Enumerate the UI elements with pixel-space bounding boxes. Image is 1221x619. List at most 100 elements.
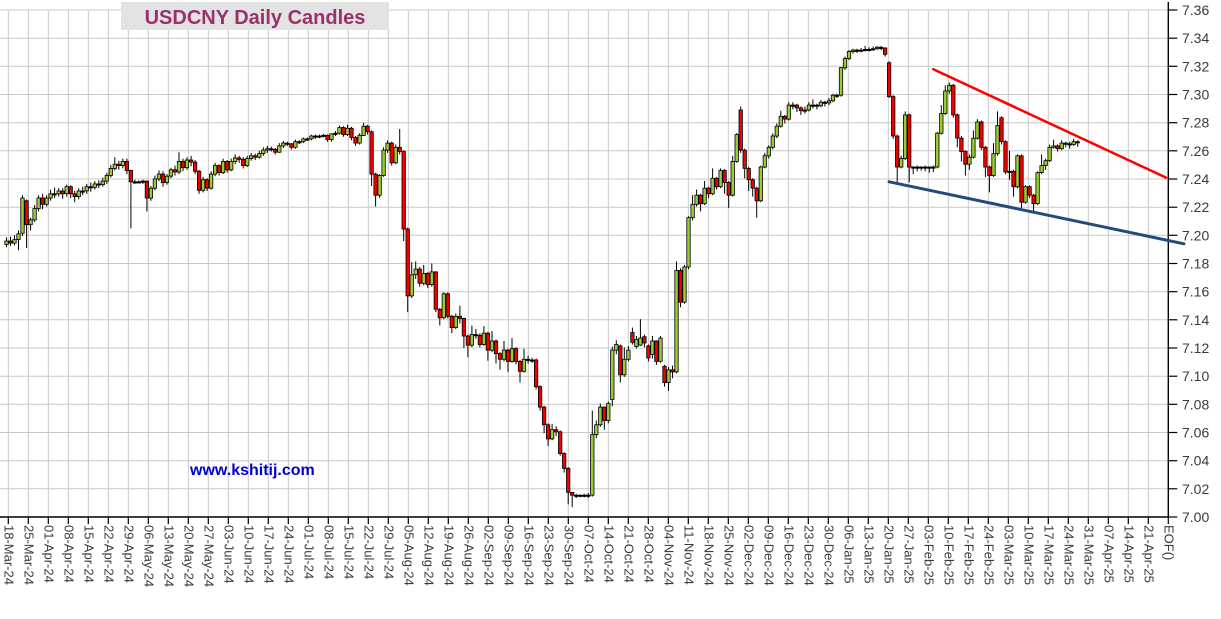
date-axis-label: 17-Feb-25	[961, 525, 976, 585]
candle-body-up	[830, 94, 836, 102]
candle-body-down	[417, 268, 422, 284]
candle-body-up	[758, 166, 763, 202]
date-axis-label: 07-Apr-25	[1101, 525, 1116, 583]
date-axis-label: 06-May-24	[141, 525, 156, 587]
candle-body-up	[734, 134, 739, 162]
date-axis-label: 24-Mar-25	[1061, 525, 1076, 585]
date-axis-label: 03-Jun-24	[221, 525, 236, 584]
candle-body-down	[822, 101, 828, 104]
candle-body-up	[802, 109, 808, 112]
candle-body-up	[28, 219, 33, 226]
candle-body-down	[1067, 143, 1072, 146]
date-axis-label: 03-Mar-25	[1001, 525, 1016, 585]
candle-body-down	[963, 151, 968, 165]
candle-body-down	[96, 183, 101, 186]
chart-title-block: USDCNY Daily Candles	[121, 2, 389, 30]
date-axis-label: 22-Apr-24	[101, 525, 116, 583]
candle-body-down	[325, 134, 330, 140]
candle-body-down	[425, 272, 430, 286]
candle-body-down	[473, 334, 479, 337]
candle-body-down	[341, 127, 346, 135]
candle-body-down	[578, 494, 583, 497]
candle-body-up	[666, 369, 671, 383]
candle-body-down	[955, 114, 960, 139]
candle-body-down	[630, 332, 635, 343]
candle-body-up	[1051, 145, 1056, 148]
candle-body-up	[333, 132, 338, 135]
candle-body-up	[867, 49, 872, 52]
candle-body-up	[377, 175, 382, 196]
candle-body-down	[646, 345, 651, 359]
date-axis-label: 11-Nov-24	[681, 525, 696, 585]
price-axis-label: 7.16	[1182, 284, 1209, 300]
candle-body-up	[20, 197, 25, 234]
candle-body-up	[694, 194, 699, 205]
candle-body-up	[774, 125, 779, 137]
candle-body-up	[859, 49, 864, 52]
candle-body-up	[56, 190, 61, 195]
candle-body-down	[891, 96, 896, 137]
candle-body-up	[112, 163, 117, 169]
date-axis-label: 23-Dec-24	[801, 525, 816, 586]
price-axis-label: 7.22	[1182, 199, 1209, 215]
date-axis-label: 21-Oct-24	[621, 525, 636, 583]
price-axis-label: 7.30	[1182, 87, 1209, 103]
date-axis-label: 29-Apr-24	[121, 525, 136, 583]
candle-body-down	[369, 131, 374, 175]
watermark-link[interactable]: www.kshitij.com	[189, 462, 315, 479]
candle-body-up	[297, 141, 302, 144]
candle-body-down	[401, 151, 406, 230]
candle-body-down	[746, 167, 751, 181]
date-axis-label: 15-Jul-24	[341, 525, 356, 579]
grid-layer	[0, 9, 1169, 518]
date-axis-label: 30-Sep-24	[561, 525, 576, 586]
candle-body-up	[176, 160, 182, 173]
candle-body-up	[120, 160, 125, 166]
candle-body-down	[618, 345, 623, 376]
candle-body-down	[538, 386, 543, 408]
candle-body-down	[437, 308, 442, 319]
candle-body-up	[967, 156, 972, 165]
candle-body-up	[1023, 186, 1028, 203]
candle-body-up	[606, 403, 611, 421]
candle-body-down	[562, 453, 567, 469]
resistance-trendline	[932, 67, 1168, 179]
price-axis-label: 7.18	[1182, 256, 1209, 272]
candle-body-up	[614, 344, 619, 351]
candle-body-up	[770, 135, 775, 148]
candle-body-up	[634, 339, 639, 347]
candle-body-up	[582, 494, 587, 497]
date-axis-label: 21-Apr-25	[1141, 525, 1156, 583]
candle-body-up	[261, 149, 266, 155]
candle-body-up	[32, 208, 37, 221]
candle-body-up	[846, 51, 852, 59]
candle-body-up	[329, 133, 334, 140]
candle-body-down	[907, 114, 912, 168]
candle-body-down	[554, 429, 559, 433]
candle-body-up	[16, 233, 21, 240]
candle-body-up	[293, 141, 298, 148]
candle-body-up	[718, 170, 723, 188]
date-axis-label: 10-Mar-25	[1021, 525, 1036, 585]
candle-body-up	[317, 135, 322, 138]
candle-body-down	[754, 187, 759, 202]
candle-body-down	[570, 491, 575, 496]
candle-body-up	[923, 166, 928, 169]
candle-body-up	[393, 146, 398, 164]
candle-body-up	[943, 90, 948, 114]
candle-body-down	[241, 158, 246, 167]
candle-body-up	[598, 406, 603, 426]
candle-body-up	[826, 100, 832, 104]
candle-body-up	[622, 358, 627, 376]
candle-body-up	[321, 134, 326, 137]
candle-body-down	[1019, 155, 1024, 203]
date-axis-label: 25-Nov-24	[721, 525, 736, 586]
candle-body-up	[790, 104, 796, 107]
candle-body-down	[513, 348, 519, 362]
support-trendline	[887, 180, 1186, 246]
candle-body-up	[84, 186, 89, 192]
date-axis-label: 31-Mar-25	[1081, 525, 1096, 585]
candle-body-up	[100, 180, 105, 186]
trendlines-layer	[887, 67, 1186, 246]
